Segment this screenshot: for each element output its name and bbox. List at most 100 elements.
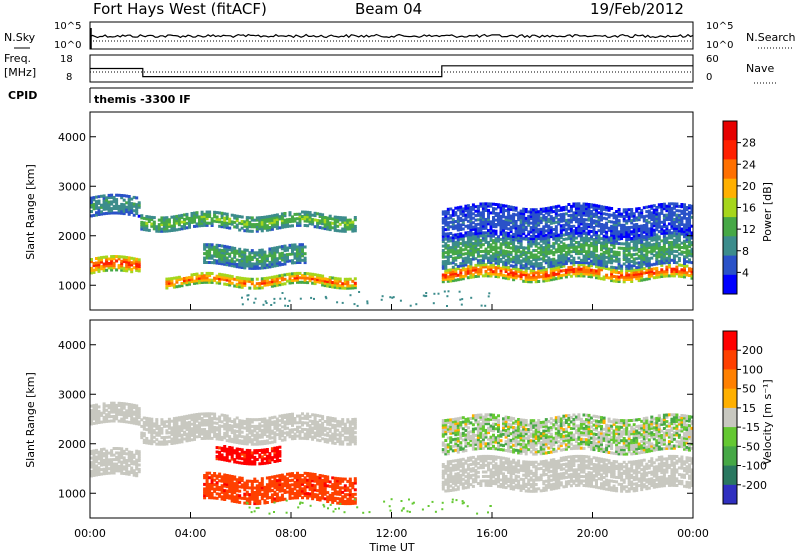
power-cell (293, 243, 297, 247)
power-cell (228, 276, 232, 280)
power-cell (125, 194, 129, 198)
power-cell (640, 251, 644, 255)
power-cell (509, 264, 513, 268)
power-cell (592, 233, 596, 237)
power-cell (595, 238, 598, 242)
power-cell (366, 300, 369, 303)
power-cell (253, 262, 257, 266)
power-cell (444, 223, 448, 227)
power-cell (562, 237, 566, 241)
velocity-cell (102, 420, 106, 424)
power-cell (494, 207, 498, 211)
power-cell (547, 243, 551, 246)
velocity-cell (318, 432, 322, 436)
power-cell (446, 277, 450, 281)
power-cell (504, 209, 508, 213)
power-cell (579, 236, 583, 240)
velocity-cell (328, 429, 332, 433)
power-cell (504, 267, 508, 271)
power-cell (484, 269, 488, 273)
power-cell (160, 216, 164, 220)
power-cell (572, 243, 576, 247)
power-cell (509, 221, 513, 225)
power-cell (615, 266, 619, 270)
power-cell (509, 275, 513, 279)
power-cell (105, 203, 109, 206)
velocity-cell (147, 417, 151, 421)
power-cell (522, 225, 526, 229)
velocity-cell (97, 455, 101, 459)
power-cell (655, 271, 659, 275)
velocity-cell (120, 404, 124, 408)
power-cell (343, 220, 347, 224)
power-cell (208, 280, 212, 284)
velocity-cell (147, 419, 151, 423)
power-cell (177, 223, 181, 227)
power-cell (265, 259, 269, 263)
power-cell (622, 249, 626, 253)
velocity-cell (198, 428, 201, 432)
power-cell (569, 218, 573, 222)
power-cell (655, 223, 659, 227)
power-cell (532, 217, 536, 221)
power-cell (275, 281, 279, 285)
power-cell (574, 215, 578, 219)
power-cell (92, 196, 96, 200)
power-cell (474, 227, 478, 231)
power-cell (590, 268, 593, 272)
power-cell (441, 278, 445, 281)
power-cell (464, 213, 468, 217)
power-cell (243, 261, 247, 265)
power-cell (512, 240, 516, 244)
power-cell (466, 219, 470, 223)
power-cell (662, 204, 666, 208)
power-cell (296, 254, 299, 258)
power-cell (90, 258, 93, 261)
velocity-cell (338, 424, 342, 428)
power-cell (253, 284, 257, 288)
velocity-cell (92, 410, 96, 414)
power-cell (492, 220, 495, 224)
power-cell (446, 259, 450, 263)
power-cell (230, 257, 234, 261)
power-cell (461, 259, 465, 263)
power-cell (489, 234, 493, 238)
power-cell (248, 262, 252, 266)
velocity-cell (102, 402, 106, 406)
power-cell (582, 263, 586, 267)
velocity-cell (230, 431, 234, 435)
power-cell (273, 275, 277, 279)
velocity-cell (135, 451, 139, 455)
power-cell (607, 254, 611, 258)
power-cell (484, 240, 488, 244)
power-cell (95, 268, 98, 272)
power-cell (592, 228, 596, 232)
power-cell (622, 230, 626, 234)
velocity-cell (130, 403, 134, 407)
power-cell (240, 276, 244, 280)
power-cell (303, 224, 307, 227)
power-cell (321, 283, 325, 287)
velocity-cell (291, 419, 294, 423)
power-cell (587, 218, 591, 222)
power-cell (665, 270, 669, 274)
power-cell (662, 234, 666, 238)
power-cell (441, 210, 445, 214)
power-cell (296, 252, 299, 256)
power-cell (527, 260, 531, 264)
power-cell (662, 222, 666, 226)
power-cell (233, 220, 237, 224)
power-cell (532, 242, 536, 246)
velocity-cell (160, 431, 164, 435)
velocity-cell (102, 447, 106, 451)
power-cell (238, 276, 242, 280)
power-cell (117, 255, 121, 259)
power-cell (605, 264, 609, 268)
power-cell (458, 290, 461, 293)
power-cell (441, 280, 445, 284)
power-cell (313, 218, 317, 222)
power-cell (112, 255, 116, 258)
power-cell (195, 272, 199, 276)
power-cell (105, 255, 109, 259)
power-cell (595, 260, 598, 264)
